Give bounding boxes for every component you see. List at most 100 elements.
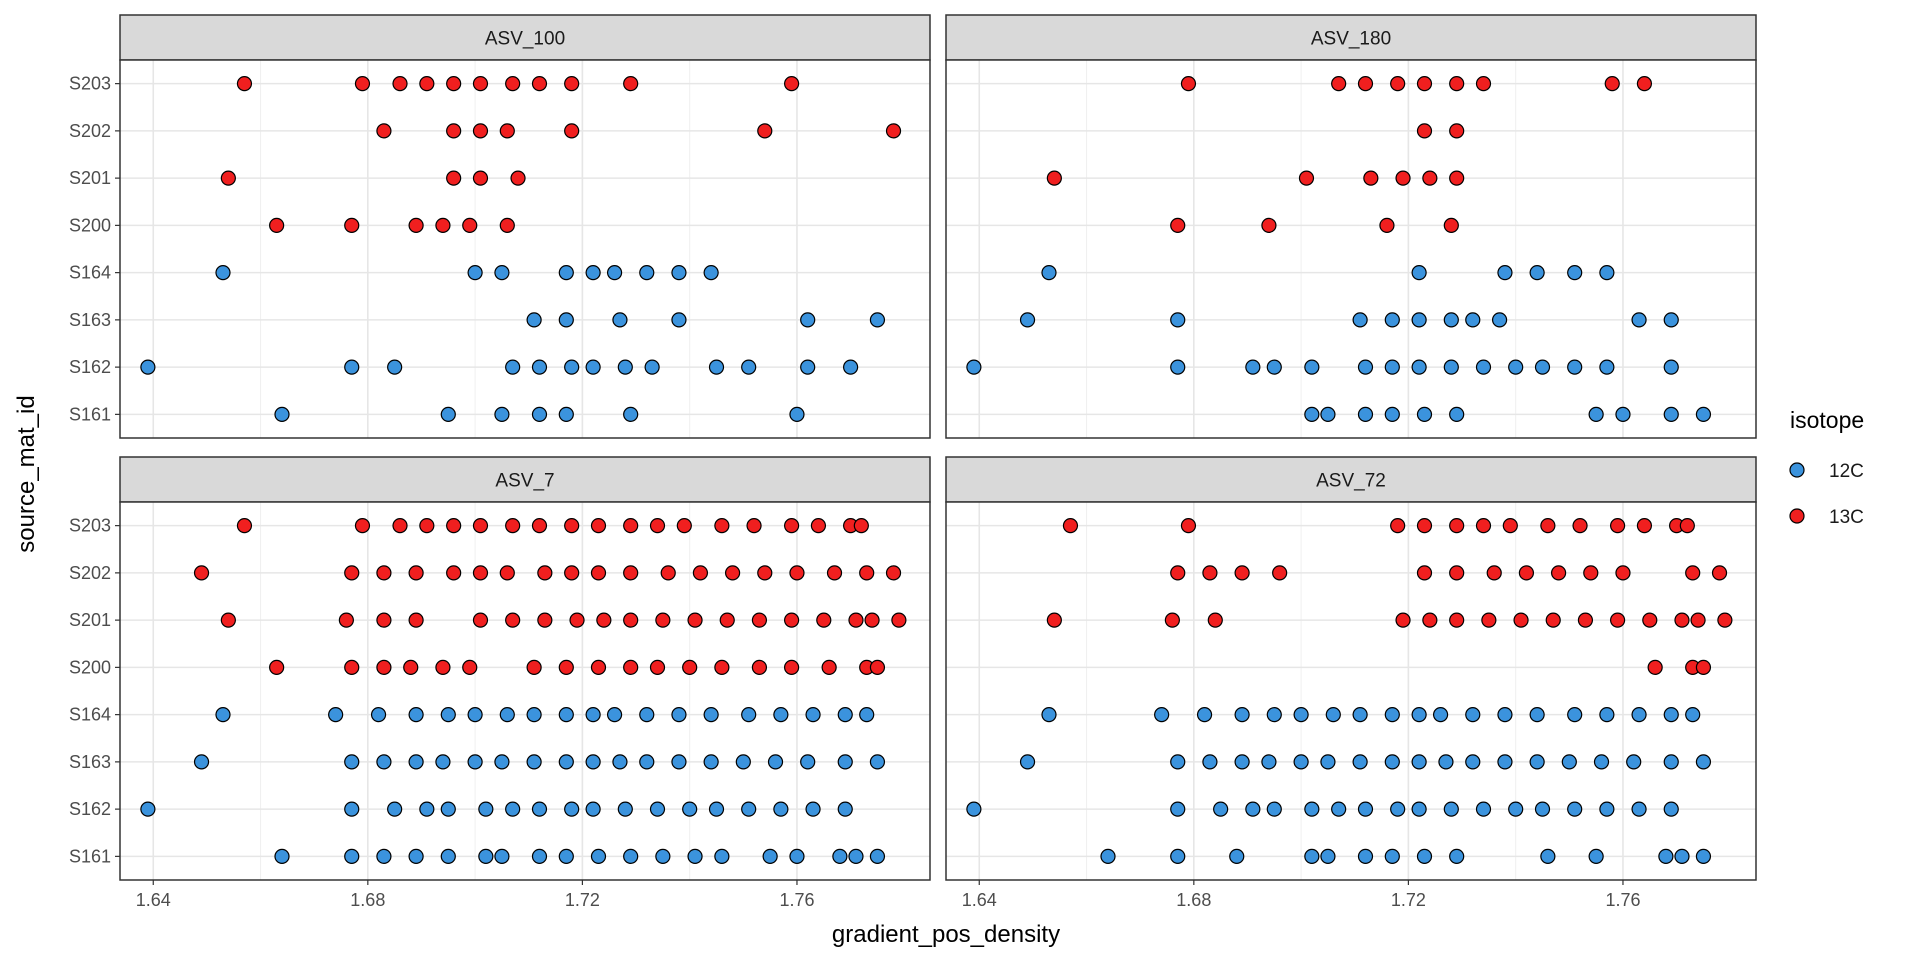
- data-point-12c: [1588, 406, 1604, 422]
- data-point-13c: [687, 612, 703, 628]
- data-point-12c: [1626, 754, 1642, 770]
- data-point-13c: [1416, 123, 1433, 139]
- data-point-13c: [376, 612, 392, 628]
- panel-border: [945, 59, 1757, 439]
- data-point-13c: [660, 565, 676, 581]
- data-point-13c: [1647, 659, 1663, 675]
- data-point-12c: [435, 754, 451, 770]
- data-point-12c: [193, 754, 210, 770]
- data-point-13c: [623, 659, 639, 675]
- x-tick-label: 1.64: [136, 890, 171, 910]
- data-point-12c: [800, 359, 816, 375]
- facet-panel-asv-180: ASV_180: [945, 14, 1757, 439]
- data-point-12c: [1411, 801, 1427, 817]
- data-point-12c: [1202, 754, 1218, 770]
- data-point-12c: [1631, 801, 1647, 817]
- data-point-13c: [472, 565, 489, 581]
- facet-panel-asv-7: ASV_7 S161 S162 S163 S164 S200 S201 S202 S203 1.6…: [69, 456, 931, 910]
- facet-strip-label: ASV_7: [495, 471, 554, 492]
- data-point-13c: [193, 565, 210, 581]
- data-point-12c: [1663, 801, 1679, 817]
- data-point-12c: [558, 848, 574, 864]
- data-point-12c: [1325, 707, 1341, 723]
- data-point-12c: [1170, 312, 1186, 328]
- facet-strip: [945, 14, 1757, 61]
- data-point-12c: [494, 265, 510, 281]
- data-point-13c: [408, 217, 424, 233]
- data-point-13c: [1416, 565, 1433, 581]
- data-point-13c: [885, 565, 902, 581]
- data-point-13c: [419, 76, 435, 92]
- data-point-13c: [757, 123, 773, 139]
- data-point-12c: [467, 265, 483, 281]
- data-point-13c: [446, 518, 462, 534]
- data-point-13c: [354, 76, 371, 92]
- legend-label-13c: 13C: [1829, 507, 1864, 528]
- data-point-13c: [623, 76, 639, 92]
- data-point-13c: [1481, 612, 1497, 628]
- data-point-12c: [467, 707, 483, 723]
- data-point-12c: [1170, 801, 1186, 817]
- data-point-12c: [617, 359, 633, 375]
- data-point-13c: [1164, 612, 1180, 628]
- data-point-12c: [408, 848, 424, 864]
- data-point-13c: [859, 565, 875, 581]
- data-point-12c: [837, 801, 853, 817]
- data-point-13c: [1379, 217, 1395, 233]
- data-point-13c: [269, 659, 285, 675]
- data-point-12c: [655, 848, 671, 864]
- data-point-12c: [344, 754, 360, 770]
- data-point-12c: [590, 848, 607, 864]
- data-point-12c: [494, 406, 510, 422]
- data-point-13c: [1449, 123, 1465, 139]
- data-point-13c: [1422, 170, 1438, 186]
- data-point-13c: [1180, 518, 1197, 534]
- y-tick-label: S162: [69, 799, 111, 819]
- data-point-12c: [1663, 406, 1679, 422]
- data-point-13c: [1550, 565, 1567, 581]
- data-point-12c: [1384, 707, 1400, 723]
- data-point-13c: [1062, 518, 1079, 534]
- data-point-13c: [531, 76, 548, 92]
- data-point-13c: [1170, 217, 1186, 233]
- data-point-13c: [1540, 518, 1556, 534]
- legend-label-12c: 12C: [1829, 461, 1864, 482]
- data-point-13c: [789, 565, 805, 581]
- data-point-12c: [140, 359, 156, 375]
- data-point-13c: [1272, 565, 1288, 581]
- data-point-13c: [472, 123, 489, 139]
- data-point-12c: [1384, 754, 1400, 770]
- data-point-13c: [1695, 659, 1712, 675]
- data-point-12c: [1438, 754, 1454, 770]
- data-point-12c: [1170, 359, 1186, 375]
- data-point-12c: [1475, 801, 1492, 817]
- data-point-12c: [1663, 359, 1679, 375]
- data-point-12c: [1508, 801, 1524, 817]
- data-point-13c: [1416, 518, 1433, 534]
- y-tick-label: S163: [69, 752, 111, 772]
- data-point-12c: [671, 754, 687, 770]
- data-point-12c: [1384, 312, 1400, 328]
- data-point-12c: [741, 707, 757, 723]
- data-point-12c: [499, 707, 515, 723]
- data-point-13c: [864, 612, 880, 628]
- legend: isotope 12C 13C: [1789, 407, 1864, 528]
- data-point-12c: [1529, 754, 1545, 770]
- data-point-13c: [1642, 612, 1658, 628]
- data-point-13c: [1502, 518, 1518, 534]
- data-point-13c: [821, 659, 837, 675]
- data-point-13c: [655, 612, 671, 628]
- data-point-12c: [558, 312, 574, 328]
- data-point-12c: [1019, 312, 1036, 328]
- data-point-12c: [585, 265, 601, 281]
- data-point-12c: [1170, 848, 1186, 864]
- data-point-12c: [1357, 359, 1374, 375]
- data-point-13c: [724, 565, 741, 581]
- data-point-12c: [1320, 406, 1336, 422]
- data-point-12c: [1357, 848, 1374, 864]
- data-point-13c: [1513, 612, 1529, 628]
- data-point-13c: [1583, 565, 1599, 581]
- data-point-12c: [966, 359, 982, 375]
- data-point-12c: [387, 801, 403, 817]
